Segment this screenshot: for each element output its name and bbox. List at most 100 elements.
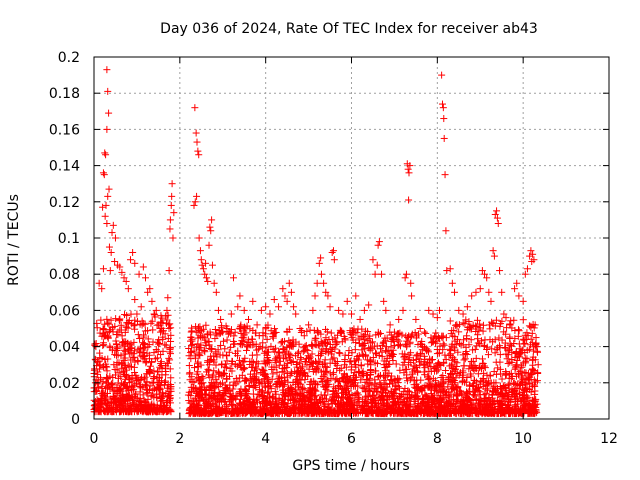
data-point	[201, 270, 209, 278]
data-point	[103, 220, 111, 228]
data-point	[395, 315, 403, 323]
data-point	[131, 259, 139, 267]
data-point	[336, 349, 344, 357]
data-point	[506, 340, 514, 348]
data-point	[348, 310, 355, 318]
data-point	[101, 320, 109, 328]
y-tick-label: 0.06	[49, 303, 80, 319]
data-point	[440, 115, 448, 123]
data-point	[111, 365, 119, 373]
data-point	[196, 247, 204, 255]
data-point	[136, 344, 144, 352]
data-point	[245, 315, 252, 323]
data-point	[208, 261, 216, 269]
data-point	[515, 292, 523, 300]
data-point	[164, 294, 172, 302]
data-point	[433, 314, 441, 322]
data-point	[214, 306, 222, 314]
x-tick-labels: 0 2 4 6 8 10 12	[90, 431, 618, 447]
data-point	[126, 363, 134, 371]
data-point	[206, 223, 214, 231]
data-point	[382, 306, 390, 314]
data-point	[142, 359, 150, 367]
data-point	[314, 341, 322, 349]
data-point	[438, 71, 446, 79]
data-point	[163, 316, 171, 324]
data-point	[455, 328, 463, 336]
data-point	[127, 310, 135, 318]
data-point	[339, 310, 347, 318]
data-point	[519, 316, 527, 324]
x-tick-label: 12	[600, 431, 618, 447]
data-point	[317, 391, 325, 399]
data-point	[102, 151, 110, 159]
data-point	[131, 296, 139, 304]
data-point	[205, 241, 213, 249]
data-point	[440, 134, 448, 142]
data-point	[446, 265, 454, 273]
data-point	[269, 370, 277, 378]
data-point	[343, 297, 351, 305]
data-point	[102, 201, 110, 209]
data-point	[527, 335, 535, 343]
data-point	[305, 321, 313, 329]
data-point	[195, 234, 203, 242]
data-point	[455, 306, 463, 314]
data-point	[442, 227, 450, 235]
data-point	[487, 297, 495, 305]
data-point	[168, 192, 176, 200]
data-point	[153, 368, 161, 376]
data-point	[351, 346, 359, 354]
y-tick-label: 0	[71, 412, 80, 428]
data-point	[510, 316, 518, 324]
y-tick-label: 0.14	[49, 159, 80, 175]
data-point	[123, 312, 131, 320]
data-point	[158, 389, 166, 397]
data-point	[378, 270, 386, 278]
data-point	[191, 104, 199, 112]
data-point	[468, 292, 476, 300]
x-tick-label: 6	[347, 431, 356, 447]
data-point	[163, 306, 171, 314]
data-point	[194, 147, 202, 155]
data-point	[440, 341, 448, 349]
data-point	[441, 171, 449, 179]
data-point	[371, 270, 379, 278]
data-point	[111, 322, 119, 330]
data-point	[103, 367, 111, 375]
data-point	[249, 297, 257, 305]
data-point	[405, 196, 413, 204]
data-point	[130, 322, 138, 330]
data-point	[290, 303, 298, 311]
data-point	[168, 180, 176, 188]
data-point	[100, 325, 108, 333]
data-point	[515, 340, 523, 348]
data-point	[165, 267, 173, 275]
data-point	[493, 207, 501, 215]
data-point	[275, 303, 283, 311]
data-point	[210, 279, 218, 287]
data-point	[190, 201, 198, 209]
data-point	[248, 351, 256, 359]
data-point	[212, 288, 220, 296]
data-point	[375, 372, 383, 380]
data-point	[514, 326, 522, 334]
data-point	[329, 247, 337, 255]
data-point	[241, 365, 249, 373]
data-point	[148, 297, 156, 305]
data-point	[407, 279, 415, 287]
y-tick-label: 0.1	[58, 231, 80, 247]
data-point	[99, 265, 107, 273]
data-point	[442, 334, 450, 342]
data-point	[484, 351, 492, 359]
data-point	[486, 371, 494, 379]
data-point	[166, 356, 174, 364]
data-point	[151, 311, 159, 319]
data-point	[309, 306, 317, 314]
data-point	[452, 321, 460, 329]
data-point	[266, 310, 274, 318]
y-tick-label: 0.08	[49, 267, 80, 283]
data-point	[187, 348, 195, 356]
data-point	[193, 138, 201, 146]
data-point	[443, 267, 451, 275]
